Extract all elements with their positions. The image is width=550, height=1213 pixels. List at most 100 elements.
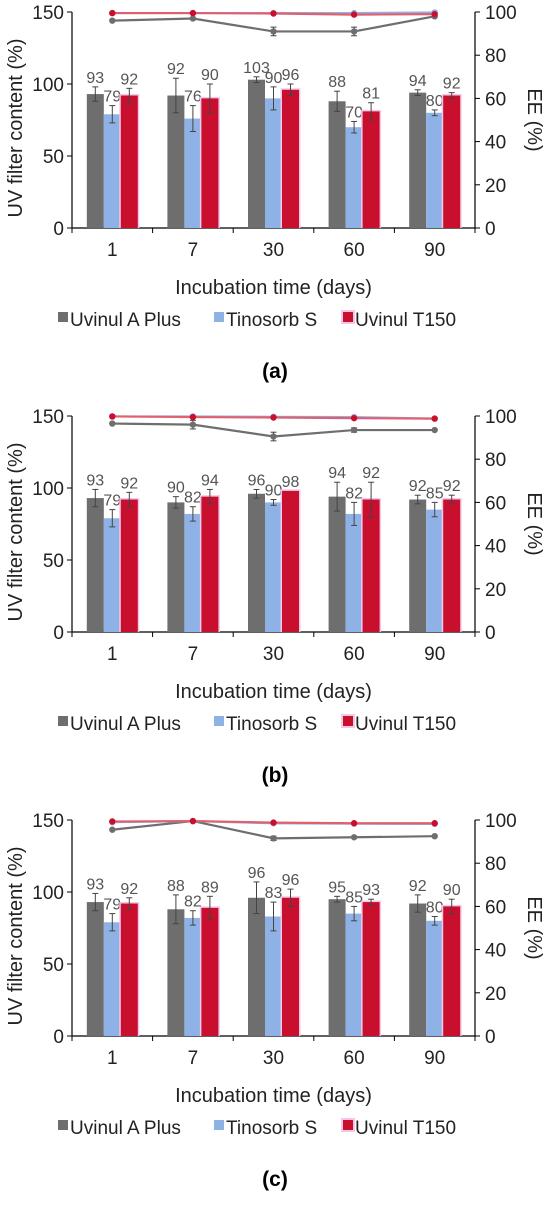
ee-point-uvinul_t150	[189, 817, 197, 825]
data-label: 93	[362, 882, 380, 899]
x-tick-label: 30	[263, 1048, 284, 1069]
data-label: 70	[345, 104, 363, 121]
ee-point-uvinul_t150	[189, 413, 197, 421]
data-label: 92	[167, 61, 185, 78]
panel-label: (b)	[262, 764, 289, 787]
data-label: 98	[282, 474, 300, 491]
legend-swatch-tinosorb_s	[214, 1120, 224, 1130]
bar-uvinul_t150	[362, 499, 380, 632]
y-tick-label: 50	[43, 147, 64, 168]
bar-uvinul_a_plus	[86, 94, 104, 228]
data-label: 79	[103, 89, 121, 106]
y2-tick-label: 20	[485, 176, 506, 197]
bar-uvinul_a_plus	[167, 502, 185, 632]
y2-tick-label: 60	[485, 89, 506, 110]
legend-label: Uvinul T150	[355, 310, 456, 331]
chart-panel-b: 0 50 100 150 0 20 40 60 80 100 1 7 30 60 90 UV filter c…	[0, 404, 550, 808]
legend-swatch-uvinul_a_plus	[58, 312, 68, 322]
x-tick-label: 7	[188, 240, 199, 261]
bar-uvinul_a_plus	[328, 899, 346, 1036]
bar-tinosorb_s	[184, 917, 202, 1036]
y2-tick-label: 40	[485, 537, 506, 558]
bar-uvinul_t150	[282, 89, 299, 228]
data-label: 92	[120, 881, 138, 898]
y2-tick-label: 80	[485, 46, 506, 67]
legend-label: Tinosorb S	[226, 714, 317, 735]
y-tick-label: 50	[43, 551, 64, 572]
bar-tinosorb_s	[345, 127, 363, 228]
y2-axis-title: EE (%)	[523, 492, 545, 555]
data-label: 92	[443, 478, 461, 495]
y-tick-label: 100	[32, 479, 64, 500]
y-tick-label: 100	[32, 883, 64, 904]
data-label: 85	[426, 485, 444, 502]
y-tick-label: 150	[32, 811, 64, 832]
data-label: 82	[184, 490, 202, 507]
y-axis-title: UV filter content (%)	[5, 39, 27, 218]
ee-point-uvinul_t150	[109, 413, 116, 420]
data-label: 92	[120, 475, 138, 492]
bar-uvinul_t150	[120, 903, 138, 1036]
data-label: 79	[103, 897, 121, 914]
bar-tinosorb_s	[103, 114, 121, 228]
bar-tinosorb_s	[265, 98, 282, 229]
data-label: 95	[328, 879, 346, 896]
bar-uvinul_a_plus	[409, 903, 427, 1036]
legend-swatch-uvinul_a_plus	[58, 716, 68, 726]
bar-uvinul_t150	[443, 95, 461, 229]
ee-point-uvinul_t150	[109, 818, 116, 825]
ee-point-uvinul_t150	[431, 820, 438, 827]
data-label: 90	[443, 882, 461, 899]
legend-swatch-uvinul_t150	[343, 716, 353, 726]
x-tick-label: 60	[344, 1048, 365, 1069]
ee-point-uvinul_a_plus	[189, 421, 197, 428]
y2-tick-label: 0	[485, 1027, 496, 1048]
data-label: 90	[265, 483, 283, 500]
y2-tick-label: 100	[485, 407, 517, 428]
data-label: 81	[362, 86, 380, 103]
data-label: 92	[120, 71, 138, 88]
data-label: 80	[426, 93, 444, 110]
bar-uvinul_a_plus	[86, 902, 104, 1036]
data-label: 96	[248, 865, 266, 882]
bar-uvinul_t150	[201, 98, 219, 229]
y-axis-title: UV filter content (%)	[5, 847, 27, 1026]
ee-point-uvinul_t150	[189, 9, 197, 17]
y2-tick-label: 40	[485, 941, 506, 962]
chart-c-svg: 0 50 100 150 0 20 40 60 80 100 1 7 30 60 90 UV filter c…	[5, 811, 545, 1191]
bar-tinosorb_s	[345, 913, 363, 1036]
bar-uvinul_a_plus	[248, 79, 265, 229]
ee-point-uvinul_a_plus	[431, 833, 438, 840]
bar-tinosorb_s	[103, 518, 121, 632]
data-label: 96	[282, 67, 300, 84]
x-axis-title: Incubation time (days)	[175, 1085, 372, 1107]
legend-swatch-tinosorb_s	[214, 716, 224, 726]
bar-uvinul_a_plus	[409, 92, 427, 228]
data-label: 90	[265, 70, 283, 87]
x-tick-label: 30	[263, 644, 284, 665]
data-label: 94	[201, 472, 219, 489]
y-tick-label: 50	[43, 955, 64, 976]
data-label: 76	[184, 89, 202, 106]
ee-point-uvinul_a_plus	[350, 426, 358, 434]
data-label: 94	[409, 73, 427, 90]
bar-uvinul_t150	[362, 111, 380, 228]
bar-uvinul_t150	[282, 490, 299, 632]
x-tick-label: 90	[424, 644, 445, 665]
data-label: 79	[103, 493, 121, 510]
legend-label: Uvinul A Plus	[70, 310, 181, 331]
x-tick-label: 60	[344, 240, 365, 261]
bar-uvinul_a_plus	[86, 498, 104, 632]
bar-tinosorb_s	[345, 513, 363, 632]
data-label: 93	[86, 70, 104, 87]
y-tick-label: 0	[53, 623, 64, 644]
x-tick-label: 1	[107, 1048, 118, 1069]
ee-point-uvinul_a_plus	[109, 420, 116, 427]
legend-swatch-tinosorb_s	[214, 312, 224, 322]
legend-swatch-uvinul_t150	[343, 1120, 353, 1130]
data-label: 93	[86, 876, 104, 893]
ee-point-uvinul_a_plus	[270, 28, 277, 35]
ee-point-uvinul_a_plus	[270, 433, 277, 440]
y2-tick-label: 20	[485, 580, 506, 601]
bar-uvinul_a_plus	[248, 897, 265, 1036]
